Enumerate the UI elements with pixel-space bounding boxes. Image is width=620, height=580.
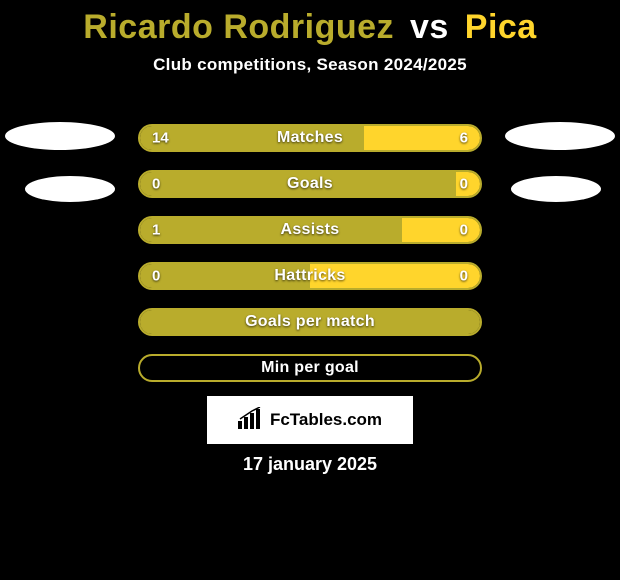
stat-row-min-per-goal: Min per goal <box>138 354 482 382</box>
player1-badge-placeholder-1 <box>5 122 115 150</box>
stat-row-goals-per-match: Goals per match <box>138 308 482 336</box>
stat-row-matches: 14 6 Matches <box>138 124 482 152</box>
stat-label: Goals per match <box>245 313 375 331</box>
stat-value-left: 0 <box>152 268 160 285</box>
fctables-logo: FcTables.com <box>207 396 413 444</box>
stat-label: Goals <box>287 175 333 193</box>
subtitle: Club competitions, Season 2024/2025 <box>0 55 620 75</box>
player2-badge-placeholder-2 <box>511 176 601 202</box>
stat-row-hattricks: 0 0 Hattricks <box>138 262 482 290</box>
stat-value-right: 0 <box>460 222 468 239</box>
date-text: 17 january 2025 <box>243 454 377 475</box>
stat-label: Matches <box>277 129 343 147</box>
stat-label: Assists <box>280 221 339 239</box>
player2-badge-placeholder-1 <box>505 122 615 150</box>
stat-value-right: 6 <box>460 130 468 147</box>
player1-badge-placeholder-2 <box>25 176 115 202</box>
comparison-rows: 14 6 Matches 0 0 Goals 1 0 Assists 0 0 Hattricks Goa… <box>138 124 482 400</box>
chart-icon <box>238 407 264 434</box>
stat-label: Hattricks <box>274 267 345 285</box>
player2-name: Pica <box>465 8 537 46</box>
stat-value-left: 1 <box>152 222 160 239</box>
stat-bar-right <box>402 218 480 242</box>
stat-value-left: 14 <box>152 130 169 147</box>
comparison-title: Ricardo Rodriguez vs Pica <box>0 0 620 47</box>
logo-text: FcTables.com <box>270 410 382 430</box>
player1-name: Ricardo Rodriguez <box>83 8 394 46</box>
stat-value-right: 0 <box>460 176 468 193</box>
stat-value-right: 0 <box>460 268 468 285</box>
stat-value-left: 0 <box>152 176 160 193</box>
stat-row-goals: 0 0 Goals <box>138 170 482 198</box>
stat-row-assists: 1 0 Assists <box>138 216 482 244</box>
stat-bar-left <box>140 218 402 242</box>
stat-label: Min per goal <box>261 359 359 377</box>
vs-text: vs <box>410 8 449 46</box>
